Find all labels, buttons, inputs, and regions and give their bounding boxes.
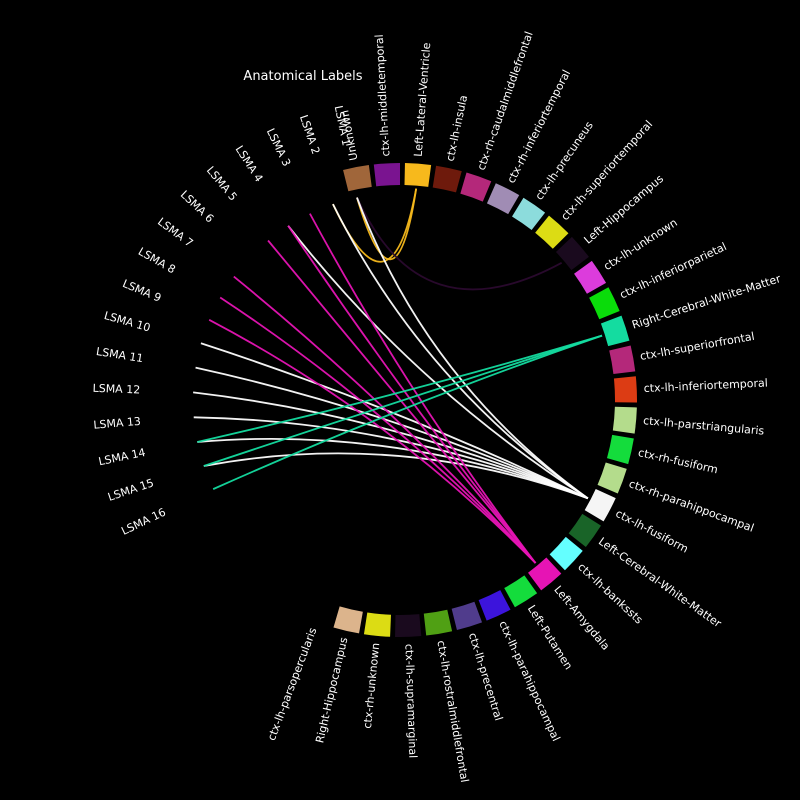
segment-ctx-rh-unknown — [363, 612, 391, 637]
link-lsma-14-to-right-cerebral-white-matter — [197, 334, 603, 443]
segment-ctx-rh-parahippocampal — [597, 462, 627, 494]
link-lsma-13-to-ctx-lh-fusiform — [193, 416, 589, 500]
region-segments — [333, 163, 637, 637]
segment-ctx-lh-supramarginal — [395, 614, 422, 637]
segment-left-lateral-ventricle — [404, 163, 432, 187]
link-lsma-16-to-right-cerebral-white-matter — [212, 334, 603, 490]
link-lsma-1-to-ctx-lh-fusiform — [356, 197, 589, 500]
link-lsma-1-to-left-hippocampus — [356, 197, 563, 291]
segment-ctx-lh-inferiorparietal — [589, 287, 620, 320]
segment-ctx-lh-parstriangularis — [612, 406, 637, 434]
segment-ctx-lh-precentral — [451, 601, 483, 631]
segment-unknown — [343, 165, 372, 192]
region-label-ctx-lh-supramarginal: ctx-lh-supramarginal — [402, 644, 419, 759]
link-lsma-4-to-left-amygdala — [287, 225, 537, 564]
segment-ctx-lh-fusiform — [584, 488, 616, 522]
link-lsma-14-to-ctx-lh-fusiform — [197, 437, 589, 500]
diagram-title: Anatomical Labels — [243, 69, 362, 84]
segment-left-cerebral-white-matter — [568, 513, 601, 548]
segment-ctx-rh-caudalmiddlefrontal — [460, 172, 492, 202]
link-lsma-7-to-left-amygdala — [233, 275, 537, 564]
segment-ctx-lh-insula — [432, 165, 462, 193]
link-lsma-3-to-left-amygdala — [309, 213, 537, 564]
link-lsma-15-to-right-cerebral-white-matter — [203, 334, 603, 467]
lsma-label-13: LSMA 13 — [93, 415, 142, 432]
segment-ctx-lh-unknown — [574, 260, 607, 294]
segment-ctx-lh-rostralmiddlefrontal — [423, 609, 453, 636]
region-label-ctx-lh-inferiortemporal: ctx-lh-inferiortemporal — [643, 376, 768, 395]
link-lsma-9-to-left-amygdala — [208, 318, 537, 564]
link-lsma-10-to-ctx-lh-fusiform — [200, 342, 589, 500]
link-lsma-8-to-left-amygdala — [219, 296, 537, 564]
link-lsma-2-to-ctx-lh-fusiform — [332, 203, 589, 500]
link-lsma-4-to-ctx-lh-fusiform — [287, 225, 589, 500]
segment-ctx-lh-superiortemporal — [535, 215, 569, 249]
segment-left-hippocampus — [555, 236, 589, 271]
link-lsma-11-to-ctx-lh-fusiform — [195, 366, 589, 500]
segment-right-cerebral-white-matter — [600, 315, 630, 347]
segment-right-hippocampus — [333, 606, 363, 634]
segment-ctx-lh-middletemporal — [373, 163, 400, 187]
segment-ctx-lh-bankssts — [549, 536, 583, 571]
segment-left-amygdala — [528, 557, 562, 591]
link-lsma-15-to-ctx-lh-fusiform — [203, 452, 589, 500]
segment-ctx-rh-fusiform — [606, 434, 634, 465]
link-lsma-12-to-ctx-lh-fusiform — [193, 391, 589, 500]
lsma-label-12: LSMA 12 — [92, 382, 140, 397]
segment-ctx-lh-superiorfrontal — [609, 345, 636, 374]
segment-ctx-lh-inferiortemporal — [613, 376, 637, 403]
connection-links — [193, 188, 603, 564]
segment-ctx-lh-precuneus — [512, 197, 546, 231]
segment-left-putamen — [504, 575, 538, 608]
segment-ctx-rh-inferiortemporal — [486, 183, 520, 215]
link-lsma-1-to-left-lateral-ventricle — [356, 188, 418, 261]
segment-ctx-lh-parahippocampal — [478, 590, 511, 621]
